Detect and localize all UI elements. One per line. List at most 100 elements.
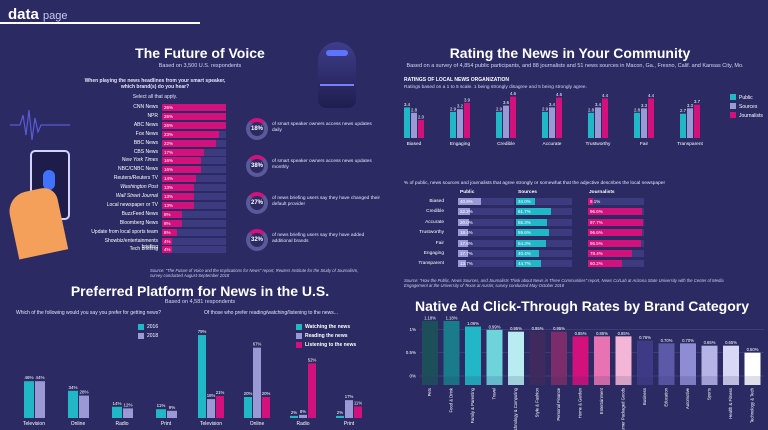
smart-speaker-icon xyxy=(318,42,356,108)
legend-activity-swatch xyxy=(296,324,302,330)
voice-subtitle: Based on 3,500 U.S. respondents xyxy=(158,63,242,69)
voice-row-label: Wall Street Journal xyxy=(115,193,158,199)
platform1-bar xyxy=(24,381,34,418)
voice-row-value: 26% xyxy=(164,113,174,119)
voice-row-track xyxy=(162,184,226,192)
rating-legend-label: Journalists xyxy=(739,113,763,119)
table-cell-track xyxy=(588,198,644,205)
rating-legend-label: Public xyxy=(739,95,753,101)
rating-bar xyxy=(687,108,693,138)
native-category-icon xyxy=(680,376,696,385)
native-bar-label: 0.50% xyxy=(747,347,759,352)
platform-question-1: Which of the following would you say you… xyxy=(16,310,162,316)
table-cell-bar xyxy=(458,198,481,205)
table-cell-bar xyxy=(516,218,547,226)
voice-question-note: Select all that apply. xyxy=(132,94,178,100)
table-row-label: Transparent xyxy=(418,261,444,267)
platform2-bar-label: 79% xyxy=(198,329,207,334)
rating-bar xyxy=(556,97,562,138)
native-bar-label: 0.65% xyxy=(725,340,737,345)
legend-year-label: 2018 xyxy=(147,333,159,339)
rating-bar xyxy=(641,108,647,138)
table-cell-value: 59.6% xyxy=(518,230,531,236)
table-cell-bar xyxy=(588,250,632,257)
native-title: Native Ad Click-Through Rates by Brand C… xyxy=(415,298,749,314)
rating-bar xyxy=(457,109,463,138)
native-category-label: Style & Fashion xyxy=(535,387,540,417)
native-category-icon xyxy=(443,376,460,385)
native-bar-label: 0.85% xyxy=(575,331,587,336)
table-cell-bar xyxy=(588,239,642,247)
voice-row-value: 13% xyxy=(164,202,174,208)
native-ytick: 0.5% xyxy=(406,350,416,355)
native-bar xyxy=(443,320,460,376)
rating-bar-label: 3.9 xyxy=(464,97,471,102)
native-bar-label: 0.85% xyxy=(618,331,630,336)
voice-row-track xyxy=(162,201,226,209)
platform1-bar-label: 44% xyxy=(35,375,44,380)
col-header-sources: Sources xyxy=(518,190,537,195)
rating-bar-label: 2.9 xyxy=(450,106,457,111)
legend-year-label: 2016 xyxy=(147,324,159,330)
legend-activity-swatch xyxy=(296,333,302,339)
native-bar-label: 0.70% xyxy=(661,338,673,343)
table-cell-bar xyxy=(458,250,468,257)
rating-bar-label: 3.6 xyxy=(503,100,510,105)
table-cell-value: 61.7% xyxy=(518,209,531,215)
table-cell-value: 55.3% xyxy=(518,219,531,225)
rating-bar-label: 3.3 xyxy=(687,103,694,108)
stat-text: of news briefing users say they have add… xyxy=(272,233,365,244)
voice-row-bar xyxy=(162,130,219,138)
voice-row-track xyxy=(162,219,226,227)
table-row-label: Trustworthy xyxy=(419,230,444,236)
native-bar xyxy=(658,343,675,376)
table-cell-bar xyxy=(458,218,470,226)
native-bar-label: 0.65% xyxy=(704,340,716,345)
platform1-category-label: Print xyxy=(161,421,172,427)
table-cell-track xyxy=(516,250,572,257)
native-category-icon xyxy=(465,376,481,385)
voice-row-bar xyxy=(162,246,172,254)
voice-row-label: Bloomberg News xyxy=(119,219,158,226)
native-bar xyxy=(680,343,696,376)
rating-bar xyxy=(404,107,410,138)
rating-category-label: Biased xyxy=(407,141,422,147)
platform1-bar-label: 46% xyxy=(24,375,33,380)
voice-row-bar xyxy=(162,157,202,165)
table-cell-value: 17.8% xyxy=(460,240,473,246)
voice-row-bar xyxy=(162,104,226,111)
native-category-icon xyxy=(701,376,718,385)
voice-row-value: 16% xyxy=(164,158,174,164)
voice-row-value: 22% xyxy=(164,140,174,146)
platform-chart-preference: 46% 44% Television 34%28% Online 14% 12% Radio 1… xyxy=(23,375,177,427)
table-cell-value: 40.4% xyxy=(518,251,531,256)
platform2-bar xyxy=(253,347,261,418)
native-bar-label: 1.18% xyxy=(424,315,436,320)
voice-row-bar xyxy=(162,148,204,156)
platform1-category-label: Radio xyxy=(115,421,128,427)
platform2-bar-label: 2% xyxy=(337,410,343,415)
platform2-bar xyxy=(290,415,298,418)
rating-bar xyxy=(680,113,686,138)
native-category-label: Food & Drink xyxy=(449,387,454,412)
sound-wave-icon xyxy=(10,109,70,141)
rating-bar xyxy=(418,120,424,138)
native-bar xyxy=(723,345,739,376)
table-cell-value: 44.7% xyxy=(518,261,531,267)
native-category-label: Business xyxy=(642,388,647,405)
stat-text: of smart speaker owners access news upda… xyxy=(272,122,372,133)
rating-category-label: Trustworthy xyxy=(586,141,611,147)
native-bar xyxy=(551,331,567,376)
platform1-bar-label: 12% xyxy=(123,402,132,407)
platform1-bar-label: 28% xyxy=(79,390,88,395)
table-cell-bar xyxy=(516,198,536,205)
voice-row-label: Local newspaper or TV xyxy=(106,201,158,208)
platform2-bar-label: 21% xyxy=(216,390,225,395)
table-cell-bar xyxy=(516,208,551,216)
voice-row-label: Fox News xyxy=(135,130,158,137)
platform2-bar xyxy=(308,363,316,418)
voice-row-label: CBS News xyxy=(133,148,158,155)
platform2-bar xyxy=(354,406,362,418)
legend-year-swatch xyxy=(138,333,144,339)
native-category-icon xyxy=(572,376,589,385)
